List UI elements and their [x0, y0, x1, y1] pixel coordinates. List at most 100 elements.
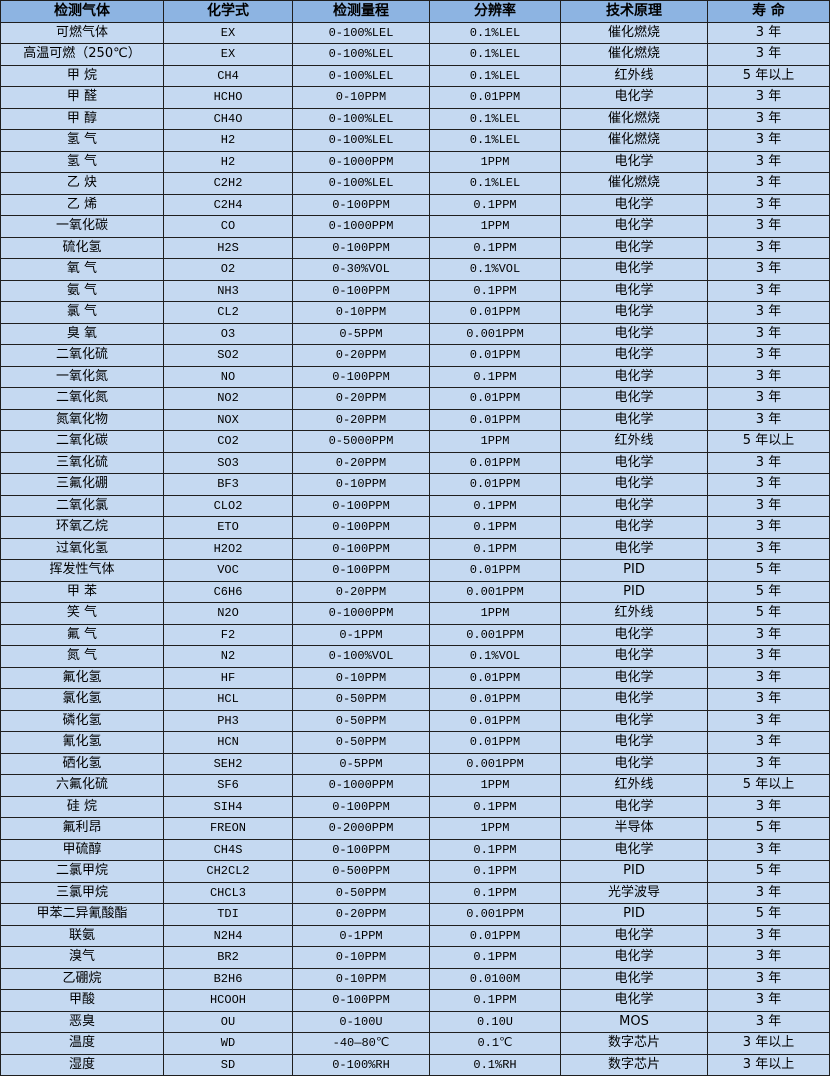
cell-resolution: 0.1PPM [429, 516, 561, 539]
cell-gas: 乙 炔 [0, 172, 164, 195]
cell-gas: 二氧化氮 [0, 387, 164, 410]
cell-range: 0-100%LEL [292, 107, 430, 130]
cell-gas: 可燃气体 [0, 21, 164, 44]
cell-lifespan: 3 年 [707, 150, 830, 173]
table-row: 硒化氢 SEH2 0-5PPM 0.001PPM 电化学 3 年 [0, 752, 830, 775]
cell-gas: 乙硼烷 [0, 967, 164, 990]
cell-lifespan: 3 年 [707, 172, 830, 195]
cell-formula: H2 [163, 150, 293, 173]
cell-resolution: 1PPM [429, 817, 561, 840]
cell-lifespan: 3 年 [707, 215, 830, 238]
cell-gas: 氨 气 [0, 279, 164, 302]
cell-principle: 电化学 [560, 709, 708, 732]
cell-resolution: 0.001PPM [429, 752, 561, 775]
header-formula: 化学式 [163, 0, 293, 23]
cell-principle: 电化学 [560, 752, 708, 775]
cell-principle: PID [560, 580, 708, 603]
table-row: 氮氧化物 NOX 0-20PPM 0.01PPM 电化学 3 年 [0, 408, 830, 431]
cell-formula: SEH2 [163, 752, 293, 775]
cell-lifespan: 5 年以上 [707, 64, 830, 87]
cell-resolution: 0.1PPM [429, 838, 561, 861]
cell-resolution: 0.001PPM [429, 580, 561, 603]
cell-gas: 臭 氧 [0, 322, 164, 345]
cell-gas: 氢 气 [0, 129, 164, 152]
cell-range: 0-100PPM [292, 279, 430, 302]
cell-range: 0-100PPM [292, 559, 430, 582]
cell-resolution: 0.1%LEL [429, 172, 561, 195]
cell-formula: BF3 [163, 473, 293, 496]
cell-gas: 氧 气 [0, 258, 164, 281]
cell-range: 0-50PPM [292, 709, 430, 732]
cell-principle: 电化学 [560, 322, 708, 345]
table-row: 甲酸 HCOOH 0-100PPM 0.1PPM 电化学 3 年 [0, 989, 830, 1012]
cell-range: 0-100PPM [292, 838, 430, 861]
cell-range: 0-10PPM [292, 946, 430, 969]
table-row: 硅 烷 SIH4 0-100PPM 0.1PPM 电化学 3 年 [0, 795, 830, 818]
table-row: 二氯甲烷 CH2CL2 0-500PPM 0.1PPM PID 5 年 [0, 860, 830, 883]
cell-resolution: 0.1PPM [429, 881, 561, 904]
cell-principle: PID [560, 860, 708, 883]
table-row: 氧 气 O2 0-30%VOL 0.1%VOL 电化学 3 年 [0, 258, 830, 281]
cell-formula: HCL [163, 688, 293, 711]
table-row: 可燃气体 EX 0-100%LEL 0.1%LEL 催化燃烧 3 年 [0, 21, 830, 44]
cell-range: 0-100PPM [292, 795, 430, 818]
cell-principle: 电化学 [560, 86, 708, 109]
cell-resolution: 0.1PPM [429, 989, 561, 1012]
cell-resolution: 1PPM [429, 602, 561, 625]
header-gas: 检测气体 [0, 0, 164, 23]
cell-principle: 催化燃烧 [560, 129, 708, 152]
cell-principle: PID [560, 903, 708, 926]
cell-resolution: 0.1%LEL [429, 43, 561, 66]
table-row: 三氟化硼 BF3 0-10PPM 0.01PPM 电化学 3 年 [0, 473, 830, 496]
cell-lifespan: 3 年 [707, 344, 830, 367]
table-row: 氟利昂 FREON 0-2000PPM 1PPM 半导体 5 年 [0, 817, 830, 840]
table-row: 甲硫醇 CH4S 0-100PPM 0.1PPM 电化学 3 年 [0, 838, 830, 861]
table-row: 臭 氧 O3 0-5PPM 0.001PPM 电化学 3 年 [0, 322, 830, 345]
table-row: 二氧化氮 NO2 0-20PPM 0.01PPM 电化学 3 年 [0, 387, 830, 410]
table-header-row: 检测气体 化学式 检测量程 分辨率 技术原理 寿 命 [0, 0, 830, 23]
cell-principle: 电化学 [560, 666, 708, 689]
cell-resolution: 0.1%RH [429, 1053, 561, 1076]
cell-lifespan: 3 年 [707, 623, 830, 646]
cell-gas: 甲硫醇 [0, 838, 164, 861]
cell-formula: N2H4 [163, 924, 293, 947]
cell-formula: H2 [163, 129, 293, 152]
cell-principle: 红外线 [560, 774, 708, 797]
cell-gas: 甲酸 [0, 989, 164, 1012]
cell-formula: OU [163, 1010, 293, 1033]
cell-formula: SO3 [163, 451, 293, 474]
cell-range: 0-100%LEL [292, 64, 430, 87]
header-resolution: 分辨率 [429, 0, 561, 23]
cell-lifespan: 3 年 [707, 946, 830, 969]
cell-principle: 电化学 [560, 989, 708, 1012]
cell-formula: N2 [163, 645, 293, 668]
cell-gas: 甲苯二异氰酸酯 [0, 903, 164, 926]
table-row: 氢 气 H2 0-100%LEL 0.1%LEL 催化燃烧 3 年 [0, 129, 830, 152]
cell-lifespan: 3 年 [707, 86, 830, 109]
cell-formula: NO [163, 365, 293, 388]
cell-resolution: 0.1PPM [429, 537, 561, 560]
cell-formula: CH4 [163, 64, 293, 87]
cell-formula: NH3 [163, 279, 293, 302]
cell-principle: 半导体 [560, 817, 708, 840]
cell-range: 0-100%LEL [292, 172, 430, 195]
cell-lifespan: 5 年 [707, 860, 830, 883]
cell-range: 0-100PPM [292, 193, 430, 216]
cell-formula: SF6 [163, 774, 293, 797]
cell-gas: 氟利昂 [0, 817, 164, 840]
cell-lifespan: 3 年以上 [707, 1053, 830, 1076]
cell-formula: H2S [163, 236, 293, 259]
cell-gas: 二氧化硫 [0, 344, 164, 367]
cell-resolution: 0.001PPM [429, 623, 561, 646]
cell-gas: 二氧化碳 [0, 430, 164, 453]
cell-principle: 电化学 [560, 967, 708, 990]
table-row: 温度 WD -40—80℃ 0.1℃ 数字芯片 3 年以上 [0, 1032, 830, 1055]
cell-lifespan: 5 年 [707, 580, 830, 603]
cell-principle: PID [560, 559, 708, 582]
cell-lifespan: 3 年 [707, 236, 830, 259]
cell-resolution: 0.1%VOL [429, 258, 561, 281]
cell-range: 0-1PPM [292, 924, 430, 947]
cell-lifespan: 3 年 [707, 107, 830, 130]
cell-gas: 硒化氢 [0, 752, 164, 775]
cell-resolution: 0.01PPM [429, 86, 561, 109]
